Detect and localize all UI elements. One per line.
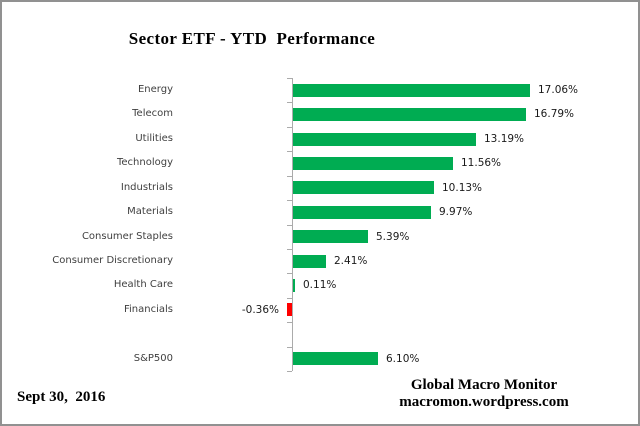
bar-consumer-staples xyxy=(293,230,368,243)
date-label: Sept 30, 2016 xyxy=(17,389,106,405)
value-label-consumer-discretionary: 2.41% xyxy=(334,254,368,267)
axis-tick xyxy=(287,200,292,201)
category-label-telecom: Telecom xyxy=(132,108,173,120)
bar-utilities xyxy=(293,133,476,146)
bar-telecom xyxy=(293,108,526,121)
value-label-s-p500: 6.10% xyxy=(386,352,420,365)
value-label-health-care: 0.11% xyxy=(303,279,337,292)
bar-s-p500 xyxy=(293,352,378,365)
axis-tick xyxy=(287,322,292,323)
category-label-industrials: Industrials xyxy=(120,181,173,193)
axis-tick xyxy=(287,102,292,103)
bar-health-care xyxy=(293,279,295,292)
axis-tick xyxy=(287,298,292,299)
value-label-financials: -0.36% xyxy=(241,303,279,316)
bar-consumer-discretionary xyxy=(293,255,326,268)
credit-line-2: macromon.wordpress.com xyxy=(399,394,569,411)
category-label-s-p500: S&P500 xyxy=(133,352,173,364)
category-label-health-care: Health Care xyxy=(113,279,173,291)
value-label-utilities: 13.19% xyxy=(484,132,525,145)
category-label-materials: Materials xyxy=(127,206,173,218)
axis-tick xyxy=(287,371,292,372)
bar-financials xyxy=(287,303,292,316)
axis-tick xyxy=(287,347,292,348)
category-axis-line xyxy=(292,78,293,371)
bar-materials xyxy=(293,206,431,219)
value-label-telecom: 16.79% xyxy=(534,108,575,121)
axis-tick xyxy=(287,273,292,274)
credit-block: Global Macro Monitor macromon.wordpress.… xyxy=(384,377,584,412)
axis-tick xyxy=(287,225,292,226)
chart-title: Sector ETF - YTD Performance xyxy=(128,29,376,48)
bar-industrials xyxy=(293,181,434,194)
category-label-technology: Technology xyxy=(116,157,173,169)
category-label-utilities: Utilities xyxy=(135,132,173,144)
axis-tick xyxy=(287,249,292,250)
value-label-technology: 11.56% xyxy=(461,157,502,170)
category-label-energy: Energy xyxy=(137,84,173,95)
category-label-consumer-staples: Consumer Staples xyxy=(81,230,173,242)
axis-tick xyxy=(287,127,292,128)
category-label-financials: Financials xyxy=(124,303,173,315)
value-label-energy: 17.06% xyxy=(538,84,579,96)
axis-tick xyxy=(287,151,292,152)
axis-tick xyxy=(287,78,292,79)
plot-area: Energy 17.06% Telecom 16.79% Utilities 13.19%… xyxy=(2,78,638,372)
credit-line-1: Global Macro Monitor xyxy=(410,377,558,393)
bar-energy xyxy=(293,84,530,97)
axis-tick xyxy=(287,176,292,177)
value-label-consumer-staples: 5.39% xyxy=(376,230,410,243)
value-label-industrials: 10.13% xyxy=(442,181,483,194)
value-label-materials: 9.97% xyxy=(439,206,473,219)
bar-technology xyxy=(293,157,453,170)
category-label-consumer-discretionary: Consumer Discretionary xyxy=(52,254,173,266)
